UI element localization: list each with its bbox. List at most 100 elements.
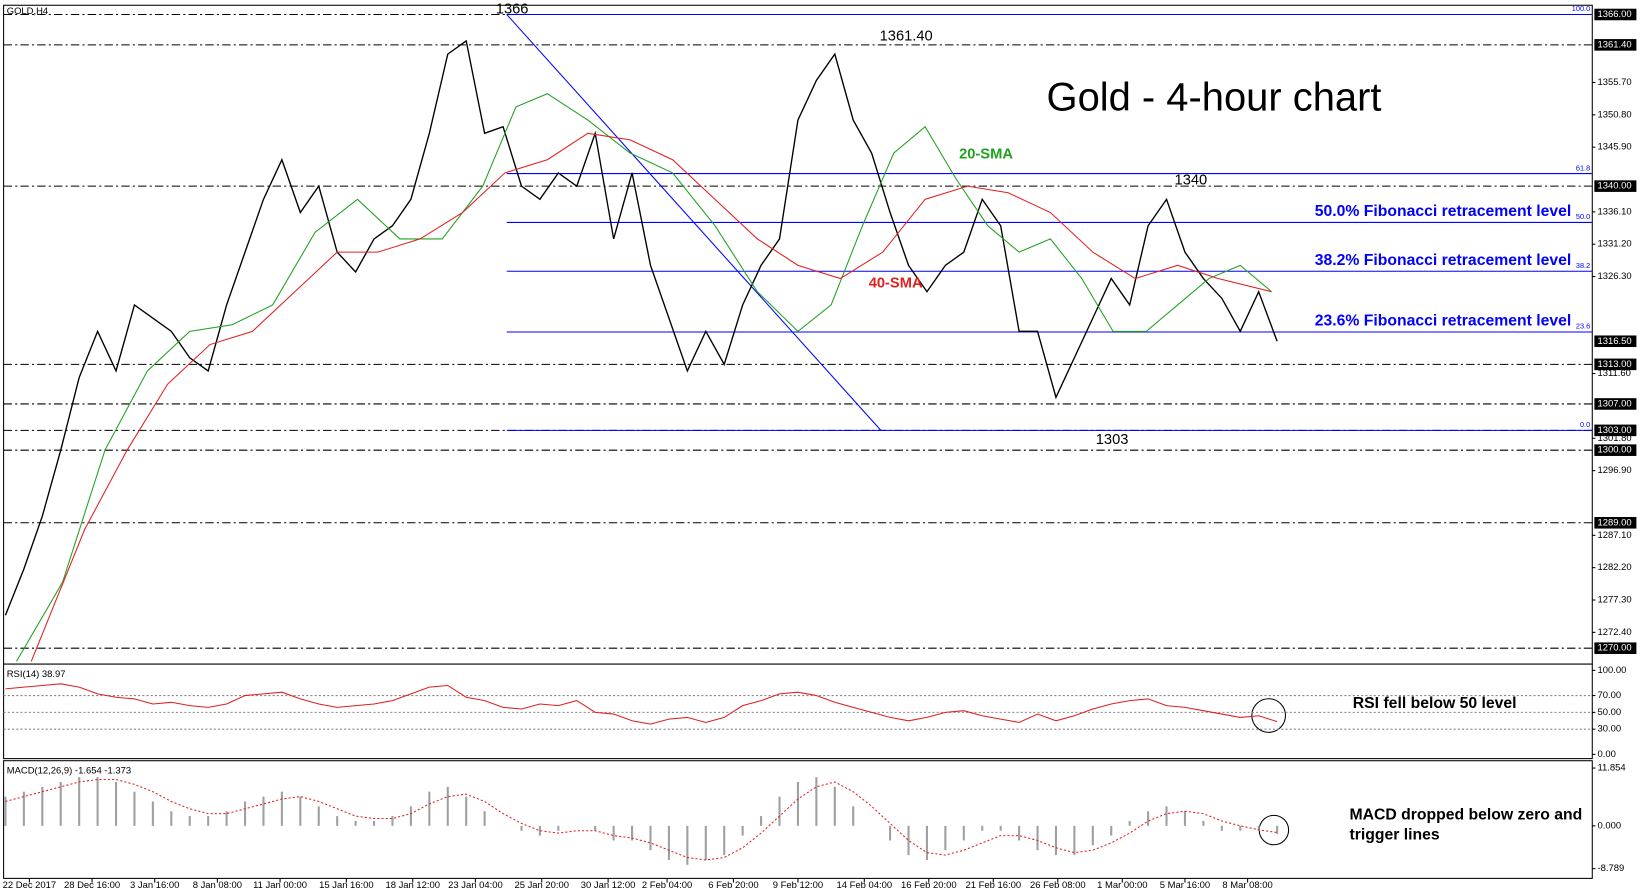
level-label: 1366.00 — [1598, 9, 1632, 20]
macd-bar — [207, 816, 210, 826]
x-tick-label: 23 Jan 04:00 — [448, 880, 503, 891]
macd-bar — [188, 816, 191, 826]
macd-bar — [170, 811, 173, 826]
macd-bar — [649, 825, 652, 851]
macd-bar — [354, 820, 357, 826]
fib-note: 38.2% Fibonacci retracement level — [1315, 252, 1572, 269]
y-tick-label: 1277.30 — [1598, 595, 1632, 606]
macd-bar — [999, 825, 1002, 831]
y-tick-label: 1311.60 — [1598, 368, 1631, 379]
price-line — [16, 93, 1272, 662]
macd-bar — [391, 816, 394, 826]
macd-bar — [22, 791, 25, 826]
macd-bar — [962, 825, 965, 841]
y-tick-label: 11.854 — [1598, 763, 1626, 774]
macd-bar — [686, 825, 689, 865]
annotation: MACD dropped below zero and — [1350, 807, 1583, 824]
macd-bar — [4, 796, 7, 826]
y-tick-label: 30.00 — [1598, 724, 1622, 735]
annotation: 40-SMA — [869, 276, 923, 292]
level-label: 1307.00 — [1598, 398, 1632, 409]
y-tick-label: 1326.30 — [1598, 271, 1632, 282]
macd-bar — [889, 825, 892, 841]
macd-bar — [1165, 806, 1168, 826]
annotation: 20-SMA — [959, 146, 1013, 162]
macd-bar — [796, 781, 799, 826]
macd-bar — [1036, 825, 1039, 851]
annotation: 1366 — [496, 1, 529, 17]
macd-bar — [667, 825, 670, 860]
macd-bar — [815, 777, 818, 826]
level-box — [1594, 39, 1637, 51]
level-box — [1594, 517, 1637, 529]
level-box — [1594, 642, 1637, 654]
macd-bar — [96, 777, 99, 826]
macd-bar — [612, 825, 615, 841]
symbol-label: GOLD,H4 — [7, 6, 48, 17]
macd-bar — [1276, 825, 1279, 834]
fib-level-label: 61.8 — [1576, 163, 1590, 172]
x-tick-label: 3 Jan 16:00 — [130, 880, 179, 891]
level-box — [1594, 444, 1637, 456]
x-tick-label: 26 Feb 08:00 — [1030, 880, 1086, 891]
x-tick-label: 8 Jan 08:00 — [193, 880, 242, 891]
x-tick-label: 5 Mar 16:00 — [1160, 880, 1210, 891]
macd-bar — [1239, 825, 1242, 831]
fib-note: 23.6% Fibonacci retracement level — [1315, 313, 1572, 330]
macd-bar — [243, 801, 247, 826]
macd-bar — [631, 825, 634, 841]
y-tick-label: 1345.90 — [1598, 142, 1632, 153]
indicator-line — [5, 779, 1278, 861]
y-tick-label: 1336.10 — [1598, 206, 1632, 217]
y-tick-label: 1350.80 — [1598, 109, 1632, 120]
macd-bar — [852, 806, 855, 826]
x-tick-label: 15 Jan 16:00 — [319, 880, 374, 891]
macd-bar — [778, 796, 781, 826]
fib-level-label: 100.0 — [1572, 4, 1590, 13]
annotation: trigger lines — [1350, 826, 1440, 843]
macd-bar — [1091, 825, 1094, 846]
macd-bar — [428, 791, 431, 826]
level-box — [1594, 398, 1637, 410]
fib-level-label: 50.0 — [1576, 212, 1590, 221]
macd-bar — [1128, 820, 1131, 826]
x-tick-label: 30 Jan 12:00 — [581, 880, 636, 891]
x-tick-label: 22 Dec 2017 — [3, 880, 57, 891]
y-tick-label: 1301.80 — [1598, 433, 1632, 444]
macd-bar — [594, 825, 597, 831]
macd-bar — [262, 796, 265, 826]
y-tick-label: 1355.70 — [1598, 77, 1632, 88]
annotation: 1340 — [1175, 173, 1208, 189]
macd-bar — [372, 820, 376, 826]
macd-bar — [704, 825, 707, 860]
level-label: 1361.40 — [1598, 39, 1632, 50]
macd-bar — [520, 825, 523, 831]
level-box — [1594, 8, 1637, 21]
level-label: 1289.00 — [1598, 517, 1632, 528]
x-tick-label: 16 Feb 20:00 — [901, 880, 957, 891]
macd-bar — [1220, 825, 1223, 831]
macd-bar — [483, 811, 486, 826]
macd-bar — [280, 791, 283, 826]
macd-header: MACD(12,26,9) -1.654 -1.373 — [7, 766, 131, 777]
level-label: 1313.00 — [1598, 359, 1632, 370]
macd-bar — [59, 781, 62, 826]
macd-bar — [741, 825, 744, 836]
macd-bar — [114, 781, 118, 826]
level-label: 1303.00 — [1598, 425, 1632, 436]
level-box — [1594, 358, 1637, 371]
macd-bar — [1110, 825, 1113, 836]
y-tick-label: 1287.10 — [1598, 530, 1632, 541]
macd-bar — [225, 811, 228, 826]
macd-bar — [1202, 820, 1205, 826]
macd-bar — [1073, 825, 1076, 856]
annotation: 1361.40 — [880, 29, 933, 45]
chart-title: Gold - 4-hour chart — [1047, 75, 1382, 119]
y-tick-label: 100.00 — [1598, 665, 1627, 676]
y-tick-label: 1272.40 — [1598, 627, 1632, 638]
macd-bar — [944, 825, 947, 851]
macd-bar — [925, 825, 928, 860]
fib-level-label: 38.2 — [1576, 261, 1590, 270]
annotation: RSI fell below 50 level — [1353, 695, 1517, 712]
